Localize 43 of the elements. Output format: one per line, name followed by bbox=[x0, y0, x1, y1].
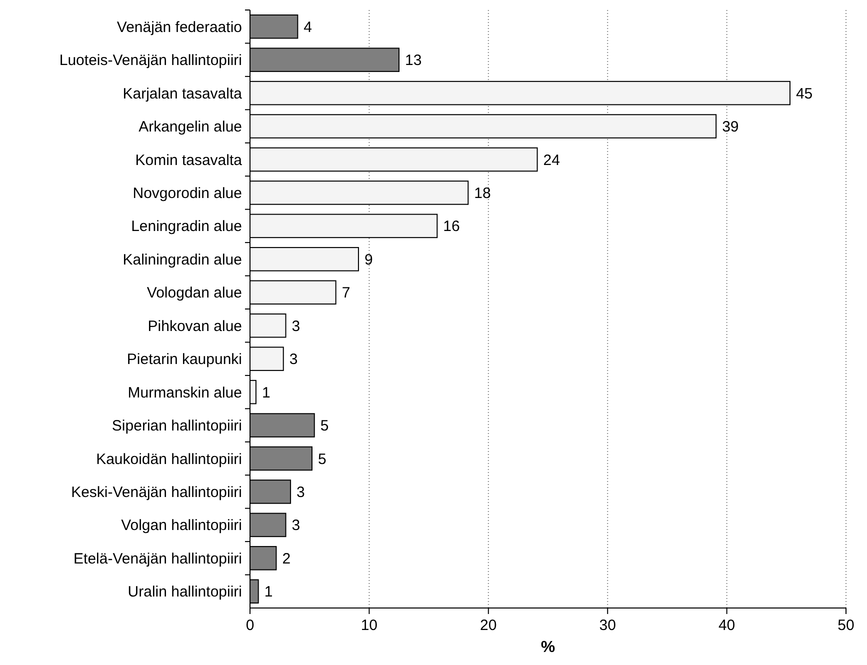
data-label: 3 bbox=[292, 318, 300, 335]
y-tick-label: Murmanskin alue bbox=[128, 384, 242, 402]
data-label: 4 bbox=[304, 18, 312, 36]
data-label: 1 bbox=[264, 584, 273, 601]
data-label: 24 bbox=[543, 152, 560, 169]
y-tick-label: Uralin hallintopiiri bbox=[128, 584, 242, 601]
data-label: 2 bbox=[282, 550, 291, 568]
y-tick-label: Volgan hallintopiiri bbox=[121, 517, 242, 534]
y-tick-label: Kaliningradin alue bbox=[122, 251, 242, 268]
data-label: 1 bbox=[262, 384, 270, 402]
y-tick-label: Pihkovan alue bbox=[148, 318, 242, 335]
y-tick-label: Leningradin alue bbox=[131, 218, 242, 236]
y-tick-label: Luoteis-Venäjän hallintopiiri bbox=[59, 52, 242, 70]
data-label: 5 bbox=[320, 418, 329, 435]
data-label: 5 bbox=[318, 450, 326, 468]
y-tick-label: Novgorodin alue bbox=[132, 184, 242, 202]
data-label: 9 bbox=[364, 251, 373, 268]
data-label: 3 bbox=[289, 351, 298, 368]
y-tick-label: Keski-Venäjän hallintopiiri bbox=[71, 484, 242, 501]
x-tick-label: 20 bbox=[480, 617, 497, 634]
y-tick-label: Komin tasavalta bbox=[135, 152, 243, 169]
data-label: 3 bbox=[296, 484, 305, 501]
y-tick-label: Siperian hallintopiiri bbox=[112, 418, 242, 435]
data-label: 7 bbox=[342, 284, 350, 302]
data-label: 39 bbox=[722, 118, 739, 136]
y-tick-label: Venäjän federaatio bbox=[116, 18, 242, 36]
x-tick-label: 0 bbox=[246, 617, 254, 634]
data-label: 45 bbox=[796, 85, 813, 102]
x-tick-label: 30 bbox=[599, 617, 616, 634]
data-label: 16 bbox=[443, 218, 460, 236]
y-tick-label: Pietarin kaupunki bbox=[126, 351, 242, 368]
x-axis-title: % bbox=[540, 639, 556, 656]
data-label: 18 bbox=[474, 184, 491, 202]
x-tick-label: 40 bbox=[718, 617, 736, 634]
y-tick-label: Arkangelin alue bbox=[138, 118, 242, 136]
y-tick-label: Vologdan alue bbox=[146, 284, 242, 302]
x-tick-label: 50 bbox=[838, 617, 854, 634]
data-label: 3 bbox=[292, 517, 300, 534]
x-tick-label: 10 bbox=[360, 617, 378, 634]
y-tick-label: Etelä-Venäjän hallintopiiri bbox=[74, 550, 242, 568]
y-tick-label: Kaukoidän hallintopiiri bbox=[96, 450, 242, 468]
data-label: 13 bbox=[405, 52, 422, 70]
y-tick-label: Karjalan tasavalta bbox=[122, 85, 243, 102]
